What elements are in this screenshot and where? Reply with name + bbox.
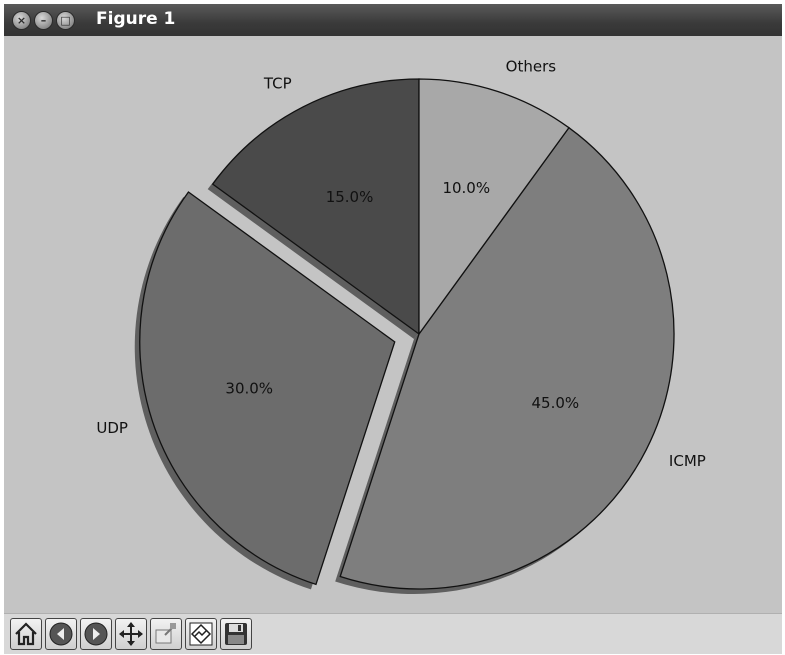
slice-percent-icmp: 45.0%	[531, 394, 579, 412]
forward-button[interactable]	[80, 618, 112, 650]
move-arrows-icon	[119, 622, 143, 646]
pie-slice-others	[418, 78, 570, 337]
pie-chart: TCP 15.0% UDP 30.0% ICMP 45.0% Others 10.0%	[96, 58, 706, 594]
subplots-icon	[189, 622, 213, 646]
slice-percent-others: 10.0%	[442, 179, 490, 197]
pie-slice-icmp	[339, 126, 675, 590]
slice-label-icmp: ICMP	[669, 452, 706, 470]
back-button[interactable]	[45, 618, 77, 650]
zoom-button[interactable]	[150, 618, 182, 650]
configure-subplots-button[interactable]	[185, 618, 217, 650]
slice-percent-udp: 30.0%	[225, 380, 273, 398]
minimize-icon[interactable]: –	[34, 11, 53, 30]
pan-button[interactable]	[115, 618, 147, 650]
save-button[interactable]	[220, 618, 252, 650]
forward-arrow-icon	[84, 622, 108, 646]
zoom-rect-icon	[155, 623, 176, 644]
pie-slice-udp	[139, 191, 396, 586]
slice-label-udp: UDP	[96, 419, 128, 437]
slice-label-tcp: TCP	[263, 75, 292, 93]
figure-window: × – □ Figure 1 TCP 15.0% UDP 30.0% ICMP 45.0%…	[4, 4, 782, 654]
slice-label-others: Others	[506, 58, 557, 76]
pie-slice-tcp	[211, 78, 420, 336]
pie-labels: TCP 15.0% UDP 30.0% ICMP 45.0% Others 10.0%	[96, 58, 705, 470]
pie-slices	[139, 78, 675, 590]
maximize-icon[interactable]: □	[56, 11, 75, 30]
close-icon[interactable]: ×	[12, 11, 31, 30]
back-arrow-icon	[49, 622, 73, 646]
slice-percent-tcp: 15.0%	[326, 188, 374, 206]
navigation-toolbar	[4, 613, 782, 654]
home-icon	[15, 622, 37, 646]
window-title: Figure 1	[96, 9, 176, 29]
title-bar: × – □ Figure 1	[4, 4, 782, 36]
floppy-disk-icon	[225, 623, 247, 645]
home-button[interactable]	[10, 618, 42, 650]
